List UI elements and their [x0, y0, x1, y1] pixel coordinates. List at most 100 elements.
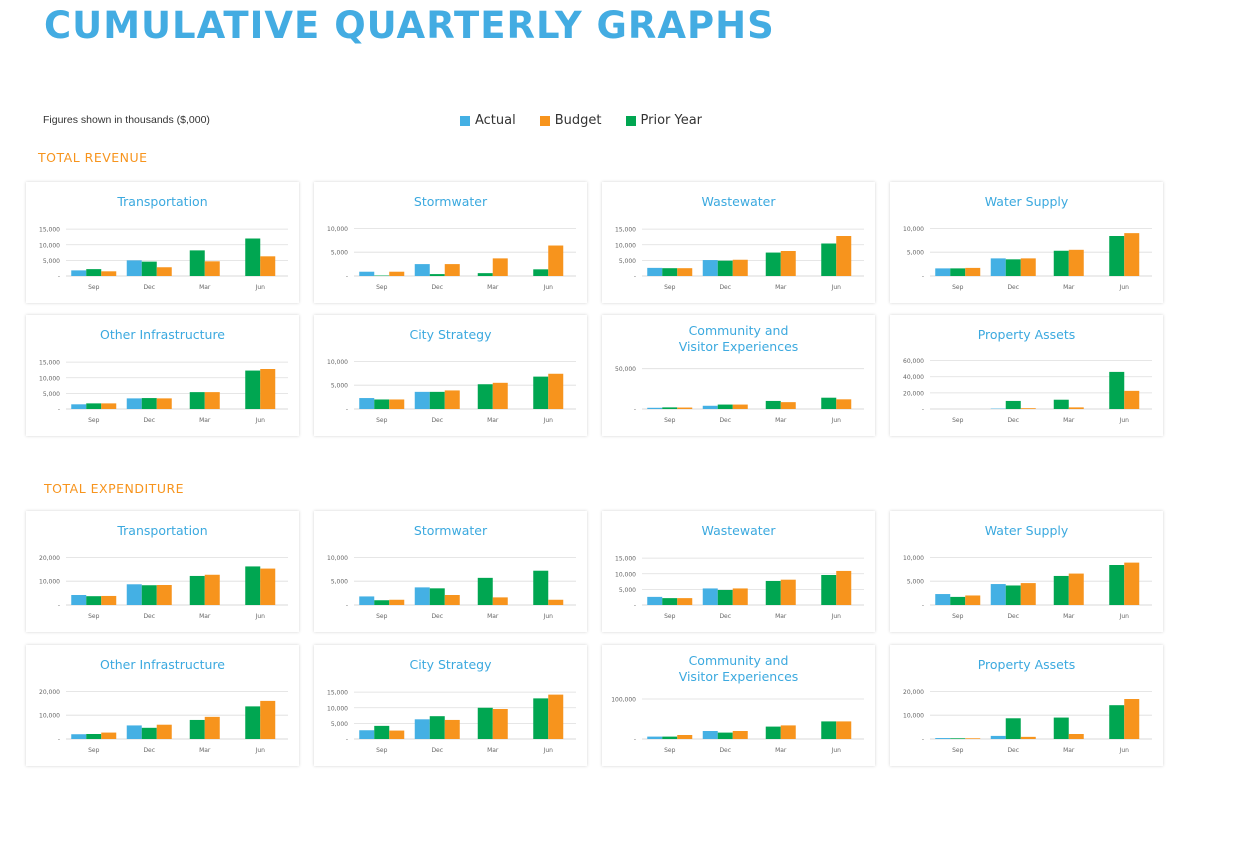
bar-budget-sep	[101, 403, 117, 409]
y-tick-label: 10,000	[903, 226, 924, 233]
bar-budget-jun	[1124, 390, 1140, 409]
x-tick-label: Jun	[255, 747, 266, 754]
units-note: Figures shown in thousands ($,000)	[43, 114, 210, 126]
y-tick-label-zero: -	[58, 406, 60, 413]
x-tick-label: Sep	[88, 417, 100, 424]
bar-prior-year-mar	[189, 719, 205, 739]
y-tick-label-zero: -	[346, 406, 348, 413]
revenue-other-infrastructure-svg: Other Infrastructure 5,000 10,000 15,000 - Se…	[39, 327, 288, 424]
chart-title-line: Property Assets	[978, 327, 1076, 342]
y-tick-label: 10,000	[327, 359, 348, 366]
chart-title: Water Supply	[985, 194, 1069, 209]
bar-budget-dec	[1020, 736, 1036, 739]
chart-title-line: Water Supply	[985, 523, 1069, 538]
bar-budget-mar	[204, 574, 220, 605]
y-tick-label-zero: -	[346, 602, 348, 609]
y-tick-label: 20,000	[39, 555, 60, 562]
bar-budget-jun	[836, 236, 852, 276]
bar-actual-sep	[359, 730, 375, 739]
y-tick-label: 50,000	[615, 366, 636, 373]
bar-actual-dec	[702, 588, 718, 605]
x-tick-label: Sep	[664, 284, 676, 291]
y-tick-label: 10,000	[39, 242, 60, 249]
chart-title-line: Transportation	[116, 523, 207, 538]
bar-budget-jun	[1124, 699, 1140, 739]
bar-prior-year-mar	[765, 400, 781, 409]
bar-budget-jun	[260, 256, 276, 276]
chart-title: City Strategy	[409, 327, 492, 342]
legend-item-actual: Actual	[460, 113, 516, 128]
bar-prior-year-sep	[950, 268, 966, 276]
x-tick-label: Mar	[1063, 284, 1075, 291]
bar-budget-mar	[1068, 734, 1084, 739]
expenditure-wastewater-svg: Wastewater 5,000 10,000 15,000 - Sep Dec Mar Jun	[615, 523, 864, 620]
bar-budget-sep	[101, 271, 117, 276]
chart-title: Other Infrastructure	[100, 657, 225, 672]
y-tick-label-zero: -	[922, 602, 924, 609]
bar-actual-dec	[126, 584, 142, 605]
bar-prior-year-sep	[86, 596, 102, 605]
x-tick-label: Sep	[88, 613, 100, 620]
bar-prior-year-mar	[1053, 717, 1069, 739]
x-tick-label: Mar	[199, 417, 211, 424]
x-tick-label: Sep	[88, 747, 100, 754]
bar-prior-year-dec	[141, 727, 157, 739]
x-tick-label: Jun	[831, 284, 842, 291]
bar-budget-jun	[548, 599, 564, 605]
x-tick-label: Dec	[1007, 417, 1019, 424]
bar-prior-year-dec	[141, 585, 157, 605]
expenditure-water-supply-chart: Water Supply 5,000 10,000 - Sep Dec Mar Jun	[890, 511, 1163, 632]
chart-title: Water Supply	[985, 523, 1069, 538]
chart-title: Community and Visitor Experiences	[679, 653, 799, 684]
chart-title: Wastewater	[702, 523, 777, 538]
revenue-wastewater-svg: Wastewater 5,000 10,000 15,000 - Sep Dec Mar Jun	[615, 194, 864, 291]
bar-budget-sep	[101, 732, 117, 739]
expenditure-other-infrastructure-svg: Other Infrastructure 10,000 20,000 - Sep Dec M…	[39, 657, 288, 754]
bar-budget-mar	[780, 402, 796, 409]
x-tick-label: Dec	[431, 417, 443, 424]
x-tick-label: Mar	[199, 613, 211, 620]
y-tick-label: 10,000	[615, 571, 636, 578]
bar-actual-sep	[71, 270, 87, 276]
y-tick-label-zero: -	[922, 273, 924, 280]
bar-prior-year-sep	[374, 725, 390, 739]
bar-prior-year-jun	[1109, 705, 1125, 739]
bar-actual-sep	[935, 738, 951, 739]
bar-budget-dec	[444, 390, 460, 409]
y-tick-label-zero: -	[346, 736, 348, 743]
expenditure-transportation-chart: Transportation 10,000 20,000 - Sep Dec Mar Jun	[26, 511, 299, 632]
bar-budget-jun	[1124, 233, 1140, 276]
chart-title-line: Community and	[689, 323, 789, 338]
bar-prior-year-jun	[821, 397, 837, 409]
y-tick-label: 100,000	[611, 697, 636, 704]
chart-title: Stormwater	[414, 194, 488, 209]
y-tick-label: 20,000	[39, 689, 60, 696]
chart-title-line: Wastewater	[702, 194, 777, 209]
x-tick-label: Dec	[143, 747, 155, 754]
bar-budget-mar	[780, 251, 796, 276]
legend: Actual Budget Prior Year	[460, 113, 702, 128]
x-tick-label: Sep	[376, 417, 388, 424]
bar-prior-year-mar	[1053, 575, 1069, 605]
bar-prior-year-jun	[1109, 236, 1125, 276]
bar-actual-dec	[702, 731, 718, 739]
bar-budget-dec	[156, 585, 172, 605]
expenditure-stormwater-svg: Stormwater 5,000 10,000 - Sep Dec Mar Jun	[327, 523, 576, 620]
x-tick-label: Mar	[487, 284, 499, 291]
x-tick-label: Jun	[1119, 417, 1130, 424]
bar-prior-year-mar	[477, 273, 493, 276]
page-title: CUMULATIVE QUARTERLY GRAPHS	[44, 4, 775, 47]
bar-budget-sep	[677, 407, 693, 409]
y-tick-label-zero: -	[634, 406, 636, 413]
legend-item-budget: Budget	[539, 113, 602, 128]
bar-budget-mar	[492, 597, 508, 605]
chart-title: Transportation	[116, 194, 207, 209]
bar-budget-dec	[1020, 408, 1036, 409]
y-tick-label-zero: -	[58, 736, 60, 743]
bar-budget-jun	[548, 245, 564, 276]
bar-prior-year-jun	[533, 376, 549, 409]
bar-budget-jun	[548, 694, 564, 739]
bar-prior-year-jun	[821, 721, 837, 739]
bar-actual-dec	[990, 735, 1006, 739]
bar-budget-sep	[965, 267, 981, 276]
